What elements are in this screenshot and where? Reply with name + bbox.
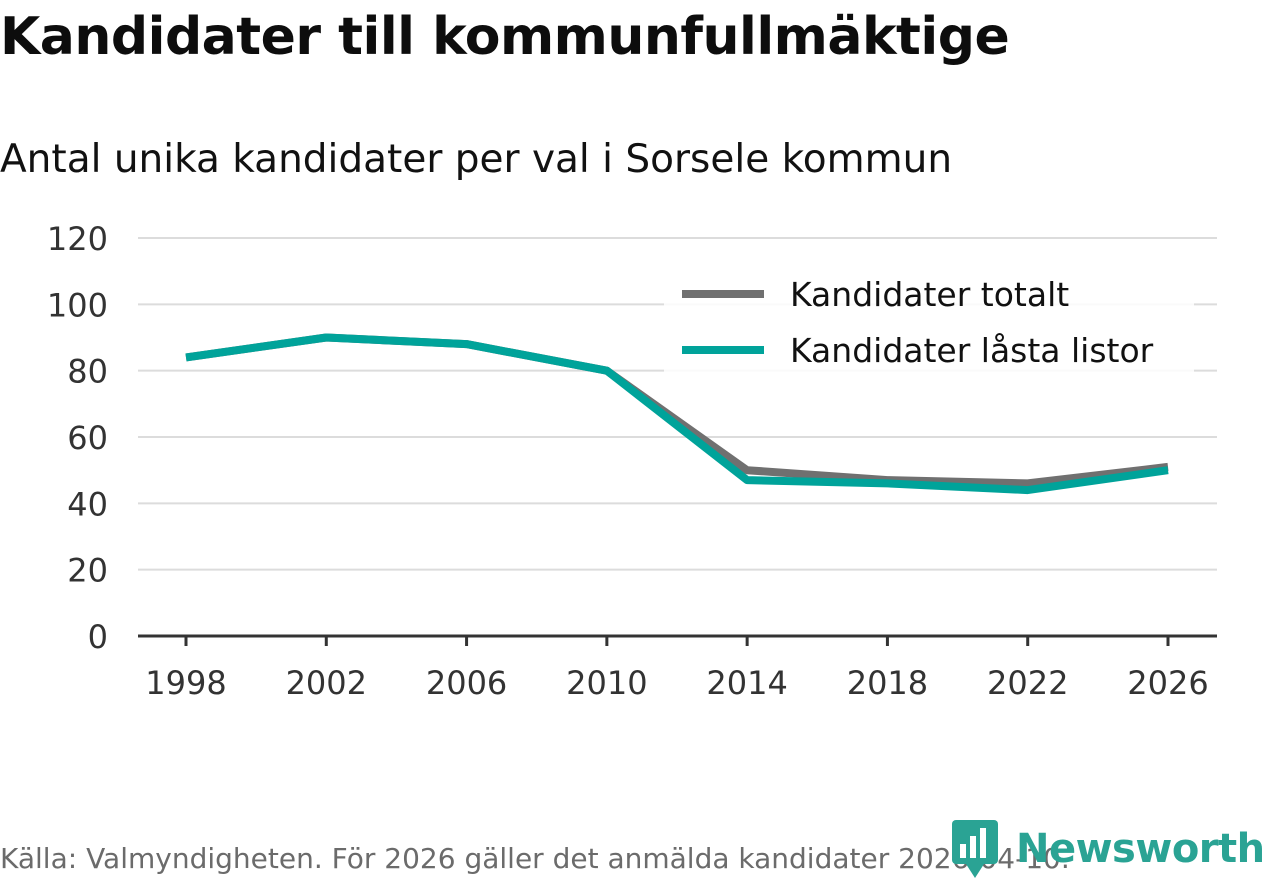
chart-subtitle: Antal unika kandidater per val i Sorsele… bbox=[0, 137, 953, 182]
series-line-kandidater-lasta-listor bbox=[185, 333, 1169, 495]
newsworthy-logo: Newsworthy bbox=[950, 818, 1262, 880]
x-tick-label: 2014 bbox=[706, 664, 787, 702]
series-lines bbox=[185, 333, 1169, 495]
line-chart: 0 20 40 60 80 100 120 1998 2002 2006 2010 2014 2018… bbox=[47, 220, 1217, 702]
newsworthy-logo-icon bbox=[952, 820, 998, 878]
legend-label: Kandidater låsta listor bbox=[790, 331, 1154, 370]
x-tick-label: 2002 bbox=[286, 664, 367, 702]
x-tick-label: 2018 bbox=[847, 664, 928, 702]
legend-label: Kandidater totalt bbox=[790, 275, 1069, 314]
y-tick-label: 100 bbox=[47, 286, 108, 324]
x-tick-label: 2006 bbox=[426, 664, 507, 702]
x-tick-label: 2010 bbox=[566, 664, 647, 702]
y-tick-label: 60 bbox=[67, 419, 108, 457]
x-tick-label: 1998 bbox=[145, 664, 226, 702]
x-axis-tick-labels: 1998 2002 2006 2010 2014 2018 2022 2026 bbox=[145, 636, 1209, 702]
y-tick-label: 120 bbox=[47, 220, 108, 258]
chart-title: Kandidater till kommunfullmäktige bbox=[0, 7, 1010, 67]
y-tick-label: 20 bbox=[67, 552, 108, 590]
y-tick-label: 80 bbox=[67, 353, 108, 391]
y-tick-label: 0 bbox=[88, 618, 108, 656]
legend: Kandidater totalt Kandidater låsta listor bbox=[664, 254, 1194, 372]
y-tick-label: 40 bbox=[67, 485, 108, 523]
newsworthy-logo-text: Newsworthy bbox=[1016, 826, 1262, 872]
source-note: Källa: Valmyndigheten. För 2026 gäller d… bbox=[0, 842, 1070, 875]
x-tick-label: 2022 bbox=[987, 664, 1068, 702]
y-axis-tick-labels: 0 20 40 60 80 100 120 bbox=[47, 220, 108, 656]
x-tick-label: 2026 bbox=[1127, 664, 1208, 702]
